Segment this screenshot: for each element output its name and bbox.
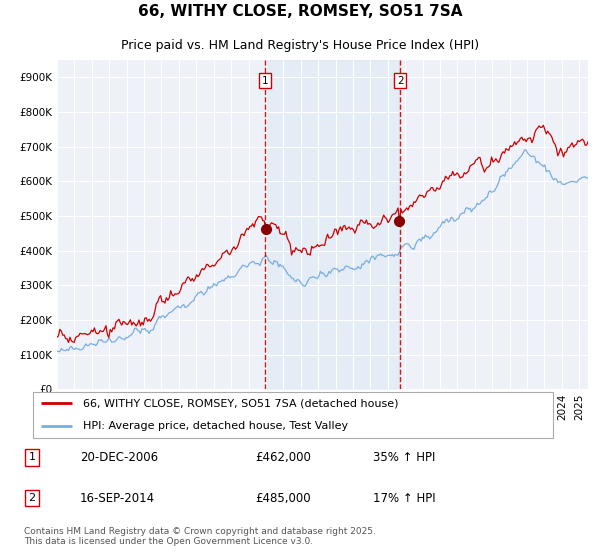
Text: 1: 1 [262, 76, 269, 86]
Text: £485,000: £485,000 [255, 492, 311, 505]
Text: 66, WITHY CLOSE, ROMSEY, SO51 7SA (detached house): 66, WITHY CLOSE, ROMSEY, SO51 7SA (detac… [83, 398, 398, 408]
Text: 2: 2 [397, 76, 403, 86]
Text: HPI: Average price, detached house, Test Valley: HPI: Average price, detached house, Test… [83, 421, 348, 431]
Text: 35% ↑ HPI: 35% ↑ HPI [373, 451, 436, 464]
Text: Price paid vs. HM Land Registry's House Price Index (HPI): Price paid vs. HM Land Registry's House … [121, 39, 479, 53]
Text: Contains HM Land Registry data © Crown copyright and database right 2025.
This d: Contains HM Land Registry data © Crown c… [23, 526, 376, 546]
Text: 20-DEC-2006: 20-DEC-2006 [80, 451, 158, 464]
Text: 17% ↑ HPI: 17% ↑ HPI [373, 492, 436, 505]
Text: 2: 2 [29, 493, 35, 503]
Text: £462,000: £462,000 [255, 451, 311, 464]
Text: 66, WITHY CLOSE, ROMSEY, SO51 7SA: 66, WITHY CLOSE, ROMSEY, SO51 7SA [138, 4, 462, 19]
Text: 1: 1 [29, 452, 35, 463]
Text: 16-SEP-2014: 16-SEP-2014 [80, 492, 155, 505]
FancyBboxPatch shape [32, 393, 553, 437]
